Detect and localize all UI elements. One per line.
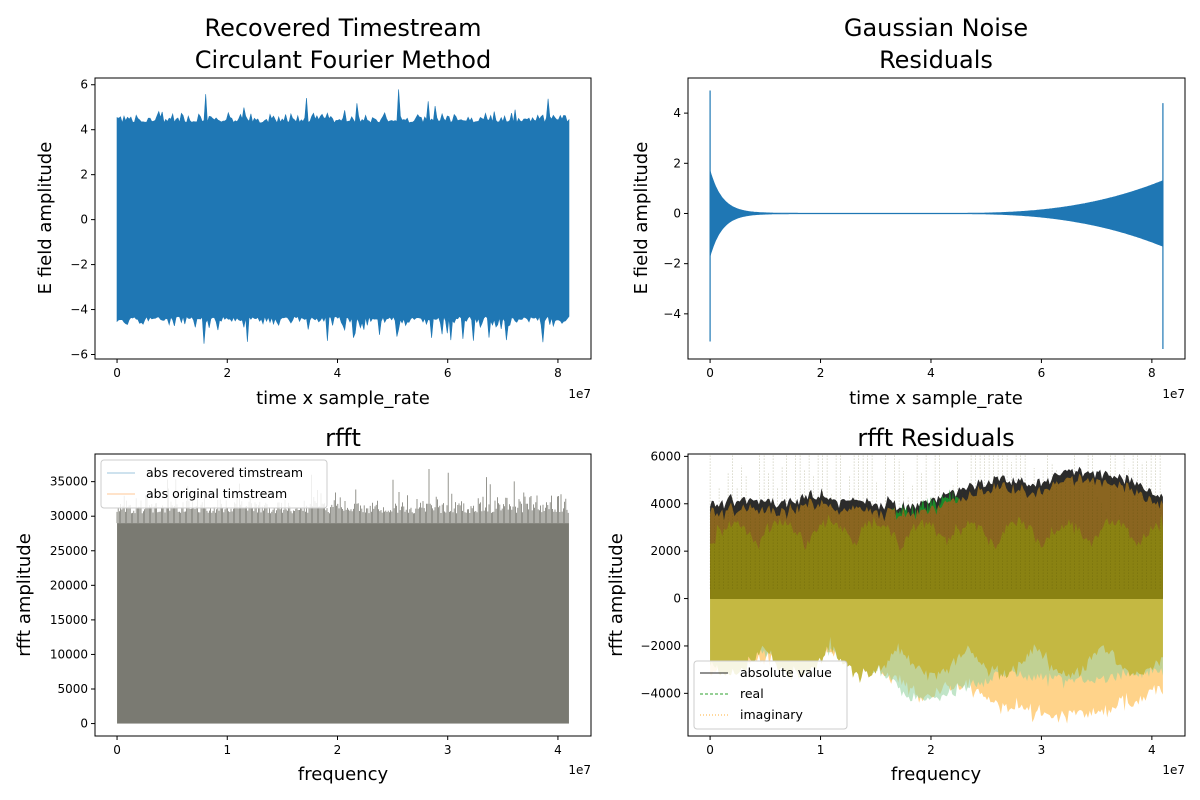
x-tick-label: 6 xyxy=(1038,366,1046,380)
y-tick-label: 0 xyxy=(80,717,88,731)
x-axis-label: time x sample_rate xyxy=(849,388,1023,409)
y-tick-label: 10000 xyxy=(50,647,88,661)
y-tick-label: 2 xyxy=(673,156,681,170)
y-axis-label: rfft amplitude xyxy=(606,533,627,657)
x-offset-text: 1e7 xyxy=(1162,763,1185,777)
y-axis-label: rfft amplitude xyxy=(14,533,35,657)
y-tick-label: −4000 xyxy=(640,686,681,700)
legend-label-imaginary: imaginary xyxy=(740,707,803,722)
legend-label-absolute: absolute value xyxy=(740,665,832,680)
x-tick-label: 8 xyxy=(1148,366,1156,380)
y-axis-label: E field amplitude xyxy=(631,142,652,295)
y-tick-label: 4 xyxy=(80,123,88,137)
y-tick-label: 4 xyxy=(673,106,681,120)
x-tick-label: 2 xyxy=(223,366,231,380)
x-tick-label: 4 xyxy=(334,366,342,380)
chart-title-line-2: Circulant Fourier Method xyxy=(195,46,491,74)
y-tick-label: 15000 xyxy=(50,613,88,627)
x-tick-label: 0 xyxy=(113,743,121,757)
y-tick-label: 0 xyxy=(80,213,88,227)
y-tick-label: 25000 xyxy=(50,544,88,558)
y-tick-label: −6 xyxy=(70,348,88,362)
y-tick-label: 0 xyxy=(673,592,681,606)
y-axis-label: E field amplitude xyxy=(35,142,56,295)
y-tick-label: −4 xyxy=(663,307,681,321)
series-recovered-timestream xyxy=(117,89,569,343)
chart-rfft: rfft 0 1 2 3 4 0 5000 10000 15000 20000 25000 30000… xyxy=(14,424,591,785)
x-tick-label: 3 xyxy=(444,743,452,757)
x-tick-label: 1 xyxy=(817,743,825,757)
chart-rfft-residuals: rfft Residuals 0 1 2 3 4 −4000 −2000 0 2000 4000 6… xyxy=(606,391,1185,785)
y-tick-label: 20000 xyxy=(50,578,88,592)
series-noise-residuals xyxy=(710,171,1163,257)
x-tick-label: 8 xyxy=(554,366,562,380)
legend-label-real: real xyxy=(740,686,764,701)
x-tick-label: 3 xyxy=(1038,743,1046,757)
x-tick-label: 2 xyxy=(817,366,825,380)
legend-label-original: abs original timstream xyxy=(146,486,287,501)
legend: absolute value real imaginary xyxy=(694,661,847,729)
chart-recovered-timestream: Recovered Timestream Circulant Fourier M… xyxy=(35,14,591,409)
plot-area xyxy=(710,91,1163,349)
legend: abs recovered timstream abs original tim… xyxy=(101,460,327,508)
chart-title-line-2: Residuals xyxy=(879,46,993,74)
y-tick-label: 30000 xyxy=(50,509,88,523)
x-tick-label: 1 xyxy=(223,743,231,757)
y-tick-label: 5000 xyxy=(57,682,88,696)
y-tick-label: −2 xyxy=(70,258,88,272)
chart-title: rfft xyxy=(325,424,361,452)
x-offset-text: 1e7 xyxy=(568,763,591,777)
x-axis-label: frequency xyxy=(891,764,982,785)
x-offset-text: 1e7 xyxy=(1162,387,1185,401)
y-tick-label: 2 xyxy=(80,168,88,182)
legend-label-recovered: abs recovered timstream xyxy=(146,465,303,480)
x-tick-label: 2 xyxy=(927,743,935,757)
y-tick-label: −2000 xyxy=(640,639,681,653)
y-tick-label: 35000 xyxy=(50,475,88,489)
y-tick-label: −2 xyxy=(663,257,681,271)
y-tick-label: 4000 xyxy=(650,497,681,511)
x-tick-label: 0 xyxy=(706,743,714,757)
x-axis-label: frequency xyxy=(298,764,389,785)
chart-title-line-1: Recovered Timestream xyxy=(204,14,481,42)
x-axis-label: time x sample_rate xyxy=(256,388,430,409)
x-tick-label: 2 xyxy=(334,743,342,757)
y-tick-label: 0 xyxy=(673,206,681,220)
chart-title: rfft Residuals xyxy=(857,424,1014,452)
x-tick-label: 0 xyxy=(113,366,121,380)
x-tick-label: 0 xyxy=(706,366,714,380)
series-rfft-body xyxy=(117,523,569,723)
x-tick-label: 4 xyxy=(554,743,562,757)
tick-group: 0 2 4 6 8 −4 −2 0 2 4 xyxy=(663,106,1155,380)
x-offset-text: 1e7 xyxy=(568,387,591,401)
y-tick-label: 6000 xyxy=(650,449,681,463)
y-tick-label: −4 xyxy=(70,303,88,317)
x-tick-label: 4 xyxy=(1148,743,1156,757)
x-tick-label: 6 xyxy=(444,366,452,380)
chart-title-line-1: Gaussian Noise xyxy=(844,14,1028,42)
plot-area xyxy=(117,89,569,343)
chart-gaussian-noise-residuals: Gaussian Noise Residuals 0 2 4 6 8 −4 −2 0 2 4 ti… xyxy=(631,14,1185,409)
y-tick-label: 6 xyxy=(80,78,88,92)
y-tick-label: 2000 xyxy=(650,544,681,558)
x-tick-label: 4 xyxy=(927,366,935,380)
